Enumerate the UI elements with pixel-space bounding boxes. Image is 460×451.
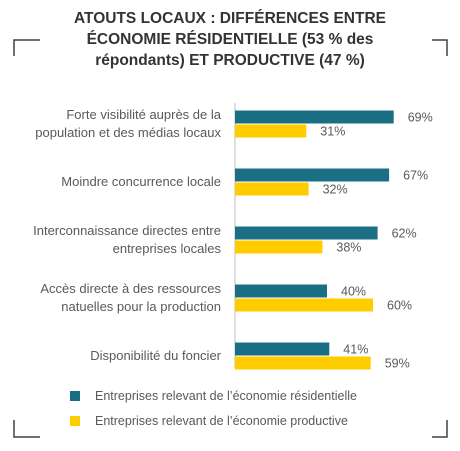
bar-residentielle [235, 342, 330, 356]
category-label: Disponibilité du foncier [90, 348, 221, 363]
bar-productive [235, 124, 307, 138]
category-label: Moindre concurrence locale [61, 174, 221, 189]
frame-corner-bottom-left [13, 420, 40, 438]
category-label: Interconnaissance directes entre [33, 223, 221, 238]
legend: Entreprises relevant de l’économie résid… [70, 389, 357, 428]
chart-title-line-3: répondants) ET PRODUCTIVE (47 %) [95, 52, 365, 69]
bar-productive [235, 356, 371, 370]
category-label: Forte visibilité auprès de la [66, 107, 221, 122]
chart-title: ATOUTS LOCAUX : DIFFÉRENCES ENTRE ÉCONOM… [60, 8, 400, 71]
data-label-productive: 59% [385, 357, 410, 371]
legend-label-productive: Entreprises relevant de l’économie produ… [95, 414, 348, 428]
legend-label-residentielle: Entreprises relevant de l’économie résid… [95, 389, 357, 403]
bar-productive [235, 298, 373, 312]
frame-corner-top-left [13, 39, 40, 56]
bar-residentielle [235, 226, 378, 240]
frame-corner-top-right [432, 39, 448, 56]
data-label-residentielle: 67% [403, 169, 428, 183]
bar-residentielle [235, 168, 390, 182]
data-label-residentielle: 69% [408, 111, 433, 125]
category-label: natuelles pour la production [61, 299, 221, 314]
plot-area: Forte visibilité auprès de la population … [33, 103, 433, 371]
bar-residentielle [235, 284, 327, 298]
chart-title-line-2: ÉCONOMIE RÉSIDENTIELLE (53 % des [86, 31, 374, 48]
frame-corner-bottom-right [432, 420, 448, 438]
data-label-residentielle: 40% [341, 285, 366, 299]
legend-swatch-residentielle [70, 391, 80, 401]
category-label: Accès directe à des ressources [40, 281, 221, 296]
data-label-productive: 32% [323, 183, 348, 197]
chart-title-line-1: ATOUTS LOCAUX : DIFFÉRENCES ENTRE [73, 10, 387, 27]
data-label-residentielle: 41% [343, 343, 368, 357]
data-label-productive: 38% [336, 241, 361, 255]
legend-swatch-productive [70, 416, 80, 426]
category-label: entreprises locales [113, 241, 222, 256]
category-label: population et des médias locaux [35, 125, 221, 140]
bar-productive [235, 240, 323, 254]
bar-productive [235, 182, 309, 196]
data-label-productive: 31% [320, 125, 345, 139]
data-label-productive: 60% [387, 299, 412, 313]
bar-residentielle [235, 110, 394, 124]
data-label-residentielle: 62% [392, 227, 417, 241]
